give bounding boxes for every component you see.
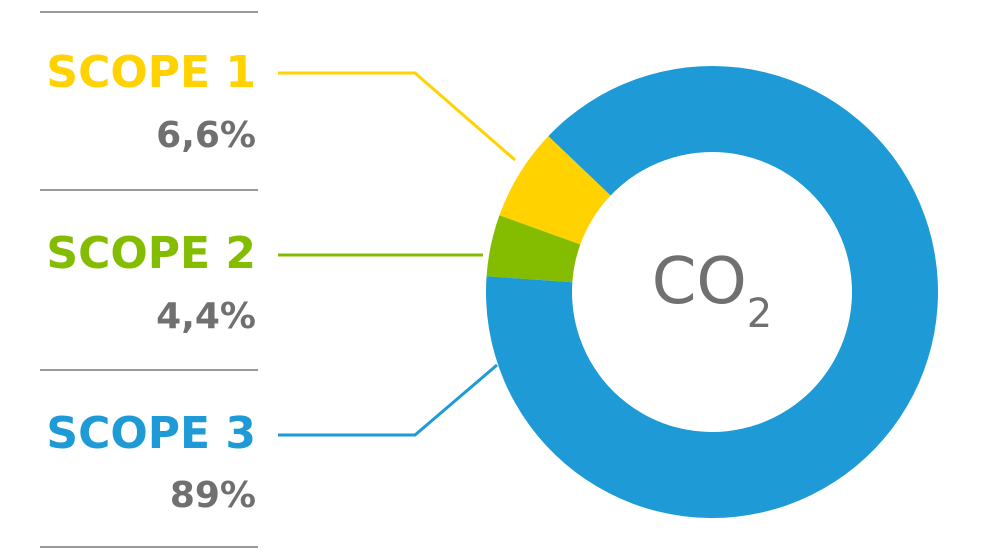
leader-line [278,71,516,162]
value-label: 4,4% [156,296,256,337]
donut-slice [499,136,611,245]
legend-label: SCOPE 1 [46,47,256,98]
value-label: 6,6% [156,115,256,156]
leader-line [278,363,498,437]
center-subscript: 2 [747,291,772,337]
legend-label: SCOPE 2 [46,228,256,279]
separators [40,11,258,548]
center-label: CO2 [652,245,773,337]
legend-label: SCOPE 3 [46,408,256,459]
center-text: CO [652,245,747,319]
value-label: 89% [170,475,256,516]
donut-slice [486,65,939,518]
donut-slice [486,215,581,283]
